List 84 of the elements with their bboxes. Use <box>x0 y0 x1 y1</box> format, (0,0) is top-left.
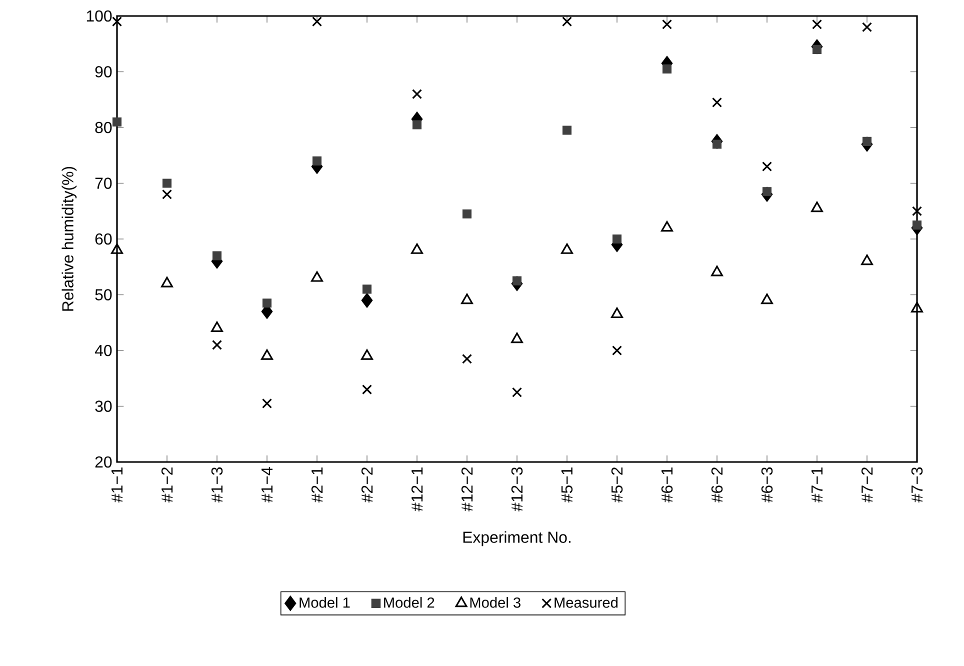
point <box>612 345 622 356</box>
point <box>112 16 122 27</box>
point <box>111 243 123 254</box>
point <box>411 243 423 254</box>
x-tick-label: #7−3 <box>911 467 923 503</box>
legend-label: Measured <box>554 597 618 608</box>
point <box>362 284 372 294</box>
point <box>112 117 122 126</box>
legend-label: Model 2 <box>384 597 434 608</box>
point <box>811 202 823 212</box>
point <box>462 354 472 364</box>
x-tick-label: #1−1 <box>112 467 122 503</box>
point <box>161 276 173 288</box>
x-tick-label: #12−2 <box>461 468 473 512</box>
x-tick-label: #1−2 <box>161 468 173 503</box>
point <box>762 161 772 172</box>
point <box>212 251 222 260</box>
x-tick-label: #1−4 <box>262 467 272 503</box>
point <box>912 220 922 230</box>
y-tick-label: 50 <box>95 289 112 300</box>
point <box>662 19 672 30</box>
y-tick-label: 70 <box>95 178 112 189</box>
x-tick-label: #5−1 <box>561 467 573 503</box>
x-tick-label: #12−1 <box>411 467 423 512</box>
x-tick-label: #5−2 <box>611 468 623 503</box>
y-tick-label: 20 <box>95 456 112 468</box>
point <box>512 276 522 286</box>
point <box>562 16 572 27</box>
x-axis-title: Experiment No. <box>463 531 570 546</box>
point <box>511 332 523 344</box>
point <box>561 243 573 254</box>
x-tick-label: #12−3 <box>511 467 523 512</box>
point <box>812 44 822 54</box>
point <box>361 349 373 360</box>
x-tick-label: #2−2 <box>361 468 373 503</box>
legend-label: Model 1 <box>300 597 350 608</box>
legend-label: Model 3 <box>470 597 520 608</box>
point <box>562 126 572 135</box>
point <box>611 307 623 318</box>
point <box>262 398 272 408</box>
point <box>412 89 422 100</box>
x-tick-label: #1−3 <box>211 467 223 503</box>
point <box>712 97 722 108</box>
x-tick-label: #6−1 <box>661 467 673 503</box>
x-tick-label: #2−1 <box>311 467 323 503</box>
point <box>261 349 273 360</box>
point <box>212 340 222 350</box>
point <box>862 136 872 146</box>
x-tick-label: #7−2 <box>861 468 873 503</box>
point <box>812 19 822 30</box>
point <box>412 120 422 130</box>
point <box>711 266 723 276</box>
y-tick-label: 60 <box>95 233 112 245</box>
point <box>861 254 873 266</box>
y-tick-label: 30 <box>95 400 112 412</box>
point <box>661 221 673 232</box>
point <box>462 209 472 218</box>
point <box>612 234 622 244</box>
point <box>761 294 773 304</box>
y-axis-title: Relative humidity(%) <box>62 166 77 311</box>
x-tick-label: #7−1 <box>812 467 822 503</box>
point <box>312 156 322 166</box>
point <box>712 140 722 149</box>
y-tick-label: 100 <box>86 10 112 22</box>
point <box>312 16 322 27</box>
y-tick-label: 80 <box>95 122 112 134</box>
point <box>162 189 172 200</box>
point <box>512 387 522 398</box>
point <box>162 178 172 188</box>
point <box>662 64 672 74</box>
point <box>262 298 272 308</box>
point <box>762 187 772 196</box>
point <box>912 206 922 216</box>
x-tick-label: #6−2 <box>711 468 723 503</box>
point <box>361 292 373 308</box>
y-tick-label: 40 <box>94 344 112 356</box>
x-tick-label: #6−3 <box>761 467 773 503</box>
y-tick-label: 90 <box>95 66 112 78</box>
point <box>211 321 223 332</box>
point <box>311 271 323 282</box>
point <box>461 294 473 304</box>
point <box>862 22 872 32</box>
point <box>362 384 372 395</box>
point <box>911 302 923 312</box>
